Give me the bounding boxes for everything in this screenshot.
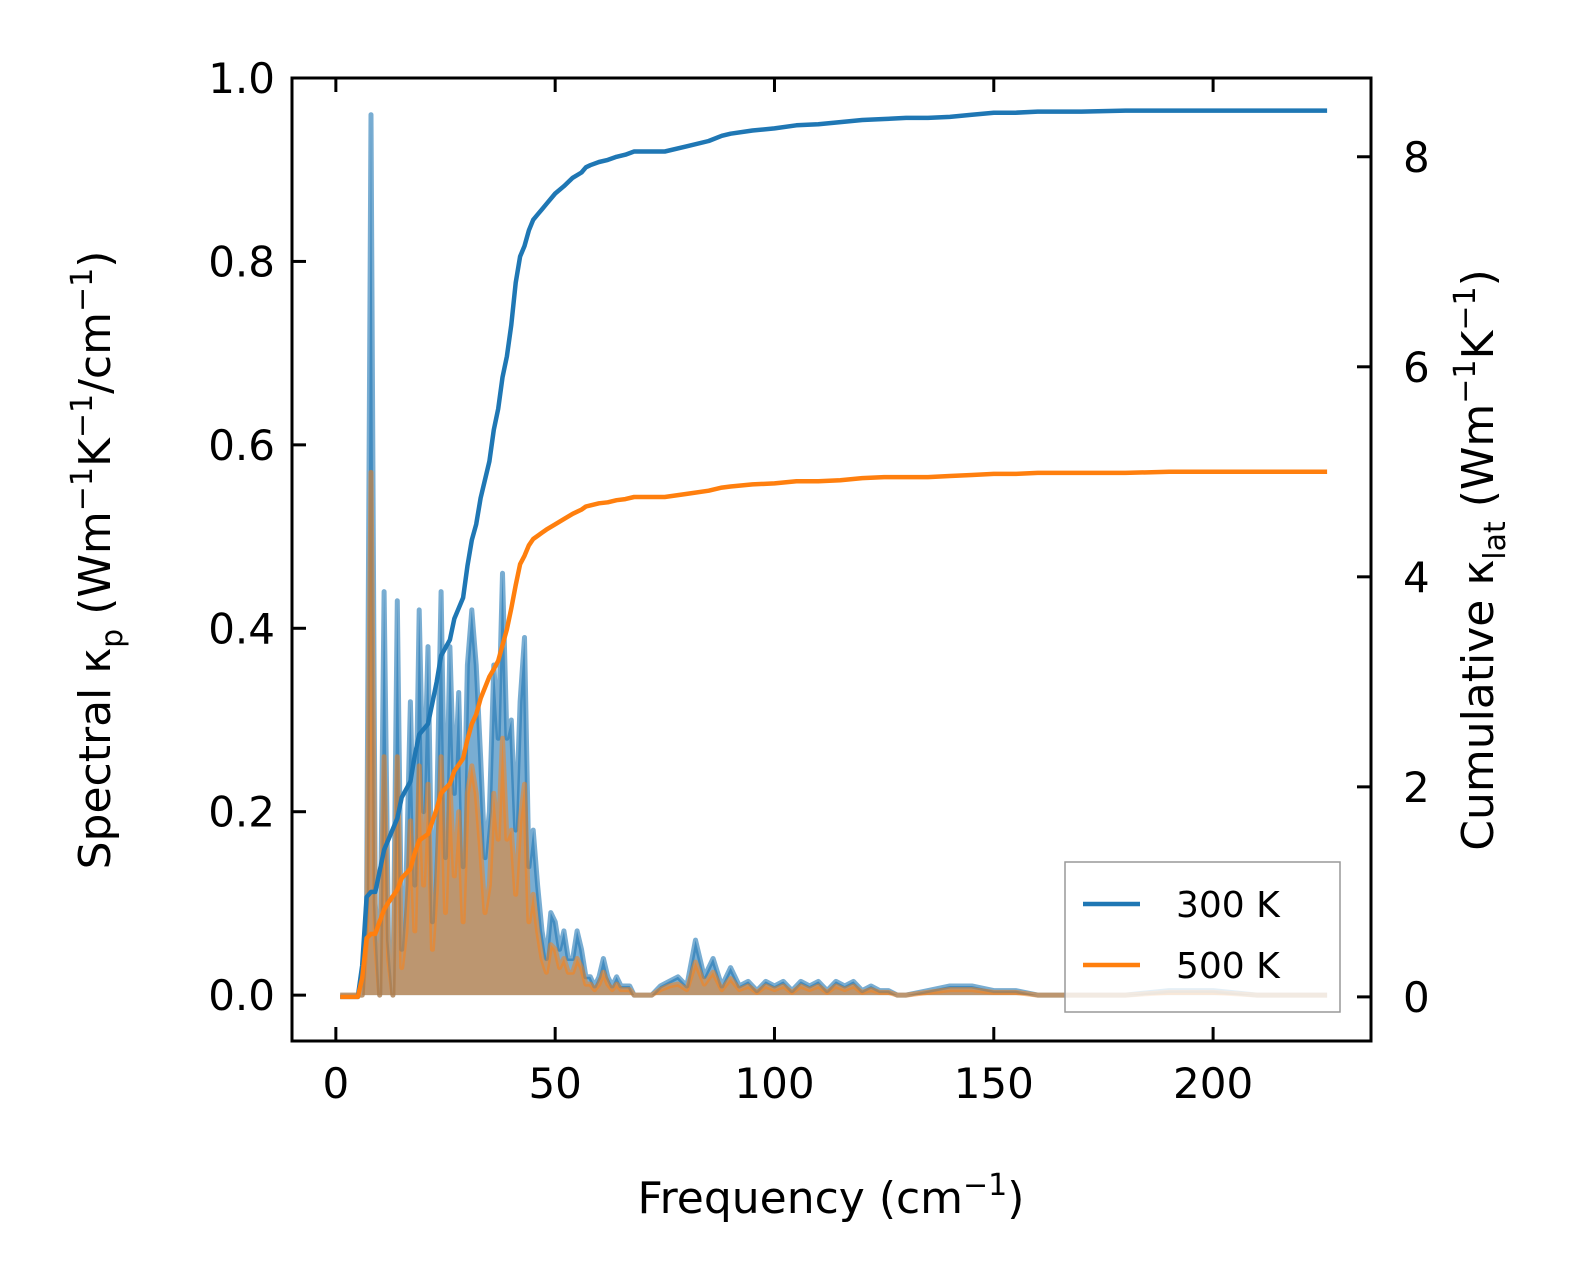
x-tick-label: 150 (954, 1059, 1034, 1108)
right-y-axis-label: Cumulative κlat (Wm−1K−1) (1448, 269, 1513, 851)
x-tick-label: 0 (322, 1059, 349, 1108)
right-y-tick-label: 2 (1403, 763, 1430, 812)
legend: 300 K 500 K (1064, 861, 1341, 1013)
left-y-tick-label: 0.6 (208, 421, 275, 470)
spectral-fill-500k (340, 472, 1328, 996)
spectral-line-500k (340, 469, 1328, 998)
right-y-axis: 0 2 4 6 8 (1357, 133, 1430, 1022)
cumulative-line-500k (340, 469, 1328, 1000)
x-axis-label: Frequency (cm−1) (638, 1168, 1025, 1224)
right-y-tick-label: 4 (1403, 553, 1430, 602)
plot-frame (290, 76, 1373, 1043)
x-axis: 0 50 100 150 200 (322, 78, 1253, 1108)
legend-label-500k: 500 K (1176, 946, 1281, 987)
legend-box (1064, 861, 1341, 1013)
left-y-tick-label: 1.0 (208, 54, 275, 103)
plot-area (340, 108, 1328, 1000)
cumulative-line-300k (340, 108, 1328, 1000)
x-tick-label: 200 (1173, 1059, 1253, 1108)
left-y-tick-label: 0.2 (208, 788, 275, 837)
right-y-tick-label: 8 (1403, 133, 1430, 182)
right-y-tick-label: 6 (1403, 343, 1430, 392)
left-y-axis: 0.0 0.2 0.4 0.6 0.8 1.0 (208, 54, 306, 1020)
x-tick-label: 50 (528, 1059, 581, 1108)
left-y-tick-label: 0.4 (208, 604, 275, 653)
left-y-tick-label: 0.8 (208, 237, 275, 286)
left-y-tick-label: 0.0 (208, 971, 275, 1020)
left-y-axis-label: Spectral κp (Wm−1K−1/cm−1) (65, 251, 130, 870)
x-tick-label: 100 (734, 1059, 814, 1108)
right-y-tick-label: 0 (1403, 973, 1430, 1022)
legend-label-300k: 300 K (1176, 885, 1281, 926)
